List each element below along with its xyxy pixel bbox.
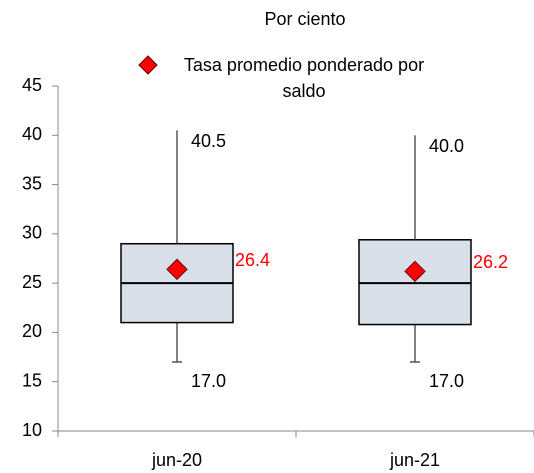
- x-tick-label: jun-20: [151, 450, 202, 470]
- y-tick-label: 15: [22, 370, 42, 390]
- y-tick-label: 20: [22, 321, 42, 341]
- chart-subtitle: Por ciento: [264, 9, 345, 29]
- mean-marker: [404, 260, 426, 283]
- y-tick-label: 25: [22, 272, 42, 292]
- max-label: 40.0: [429, 136, 464, 156]
- legend-label: Tasa promedio ponderado por saldo: [183, 55, 425, 101]
- x-tick-label: jun-21: [389, 450, 440, 470]
- mean-label: 26.2: [473, 252, 508, 272]
- legend-marker: [138, 55, 158, 75]
- y-tick-label: 35: [22, 173, 42, 193]
- min-label: 17.0: [429, 371, 464, 391]
- y-tick-label: 45: [22, 75, 42, 95]
- min-label: 17.0: [191, 371, 226, 391]
- mean-marker: [166, 258, 188, 281]
- mean-label: 26.4: [235, 250, 270, 270]
- y-tick-label: 40: [22, 124, 42, 144]
- y-tick-label: 30: [22, 223, 42, 243]
- max-label: 40.5: [191, 131, 226, 151]
- y-tick-label: 10: [22, 420, 42, 440]
